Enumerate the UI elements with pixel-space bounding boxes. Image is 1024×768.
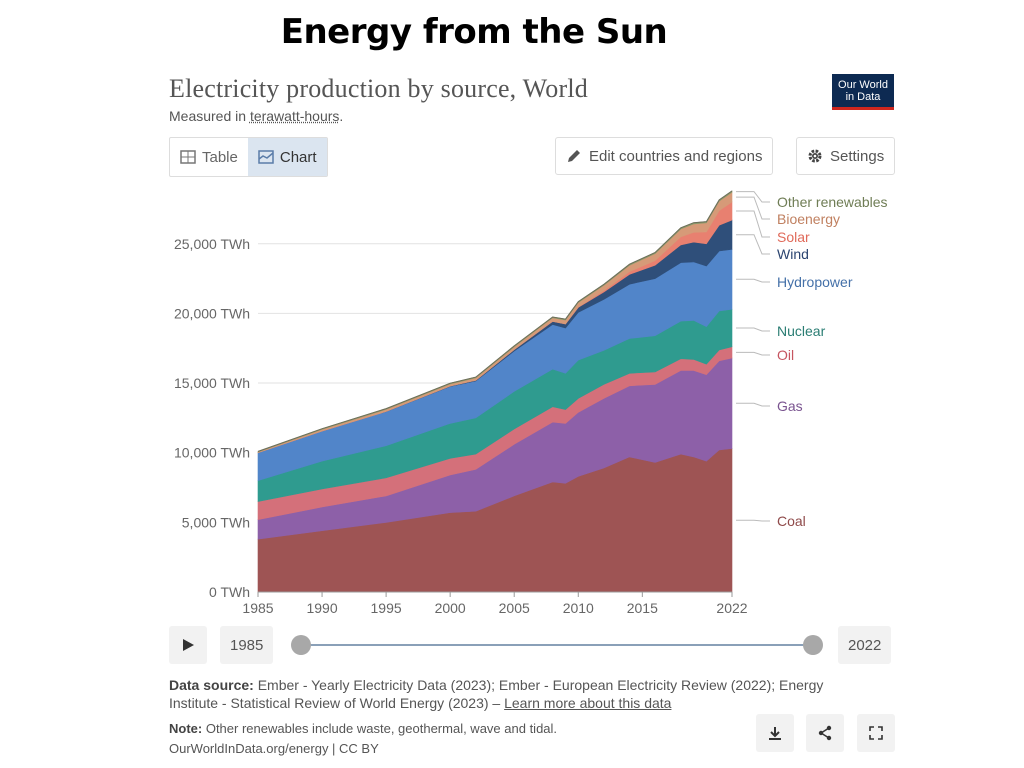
logo-line1: Our World [838,79,888,91]
legend-label-bioenergy: Bioenergy [777,211,840,227]
download-button[interactable] [756,714,794,752]
download-icon [769,727,781,740]
y-tick-label: 0 TWh [209,584,250,600]
play-icon [183,639,194,651]
legend-connector [736,327,770,332]
fullscreen-icon [869,726,883,740]
y-axis-ticks: 0 TWh 5,000 TWh 10,000 TWh 15,000 TWh 20,000… [174,236,250,600]
subtitle-prefix: Measured in [169,108,250,124]
x-tick-label: 1985 [242,600,273,616]
y-tick-label: 20,000 TWh [174,305,250,321]
x-axis-ticks: 1985 1990 1995 2000 2005 2010 2015 2022 [242,591,748,616]
subtitle-suffix: . [339,108,344,124]
learn-more-link[interactable]: Learn more about this data [504,695,672,711]
legend-label-hydropower: Hydropower [777,274,853,290]
note-text: Other renewables include waste, geotherm… [202,721,558,736]
share-icon [818,725,832,741]
legend-connector [736,196,770,220]
tab-chart-label: Chart [279,148,317,166]
total-outline [257,190,733,452]
fullscreen-button[interactable] [857,714,895,752]
tab-chart[interactable]: Chart [247,138,327,176]
table-icon [180,150,196,164]
data-source: Data source: Ember - Yearly Electricity … [169,676,869,712]
edit-countries-button[interactable]: Edit countries and regions [555,137,774,175]
pencil-icon [568,150,580,162]
y-tick-label: 5,000 TWh [182,514,250,530]
gear-icon [808,149,822,163]
x-tick-label: 1990 [306,600,337,616]
start-handle[interactable] [291,635,311,655]
note-label: Note: [169,721,203,736]
source-text: Ember - Yearly Electricity Data (2023); … [169,677,824,711]
legend-label-coal: Coal [777,513,806,529]
x-tick-label: 1995 [371,600,402,616]
legend-connector [736,210,770,238]
x-tick-label: 2005 [499,600,530,616]
legend-connector [736,519,770,522]
credit-text: OurWorldInData.org/energy | CC BY [169,741,379,756]
source-label: Data source: [169,677,254,693]
note: Note: Other renewables include waste, ge… [169,719,557,759]
x-tick-label: 2022 [716,600,747,616]
legend-label-wind: Wind [777,246,809,262]
unit-link[interactable]: terawatt-hours [249,108,340,124]
share-button[interactable] [806,714,844,752]
slide-title: Energy from the Sun [280,12,668,52]
x-tick-label: 2010 [563,600,594,616]
legend-connector [736,234,770,255]
legend-connector [736,191,770,203]
end-year-box[interactable]: 2022 [838,626,892,664]
legend-label-nuclear: Nuclear [777,323,826,339]
x-tick-label: 2000 [435,600,466,616]
area-chart: 0 TWh 5,000 TWh 10,000 TWh 15,000 TWh 20,000… [174,190,888,616]
logo-line2: in Data [845,91,881,103]
tab-table-label: Table [202,148,238,166]
legend-label-oil: Oil [777,347,794,363]
legend-label-gas: Gas [777,398,803,414]
view-tabs: Table Chart [169,137,328,177]
legend-label-other-renewables: Other renewables [777,194,888,210]
settings-button[interactable]: Settings [796,137,896,175]
chart-icon [258,150,274,164]
play-button[interactable] [169,626,207,664]
end-handle[interactable] [803,635,823,655]
edit-countries-label: Edit countries and regions [589,147,763,165]
x-tick-label: 2015 [627,600,658,616]
start-year-box[interactable]: 1985 [220,626,274,664]
legend-connector [736,351,770,356]
legend-connector [736,278,770,283]
tab-table[interactable]: Table [170,138,248,176]
chart-title: Electricity production by source, World [169,74,588,103]
legend-connector [736,402,770,407]
chart-subtitle: Measured in terawatt-hours. [169,108,343,124]
timeline-track[interactable] [301,644,813,646]
series-areas [257,190,733,593]
timeline: 1985 2022 [169,626,896,666]
settings-label: Settings [830,147,885,165]
y-tick-label: 10,000 TWh [174,445,250,461]
owid-logo[interactable]: Our World in Data [832,74,894,110]
y-tick-label: 25,000 TWh [174,236,250,252]
legend-label-solar: Solar [777,229,810,245]
y-tick-label: 15,000 TWh [174,375,250,391]
